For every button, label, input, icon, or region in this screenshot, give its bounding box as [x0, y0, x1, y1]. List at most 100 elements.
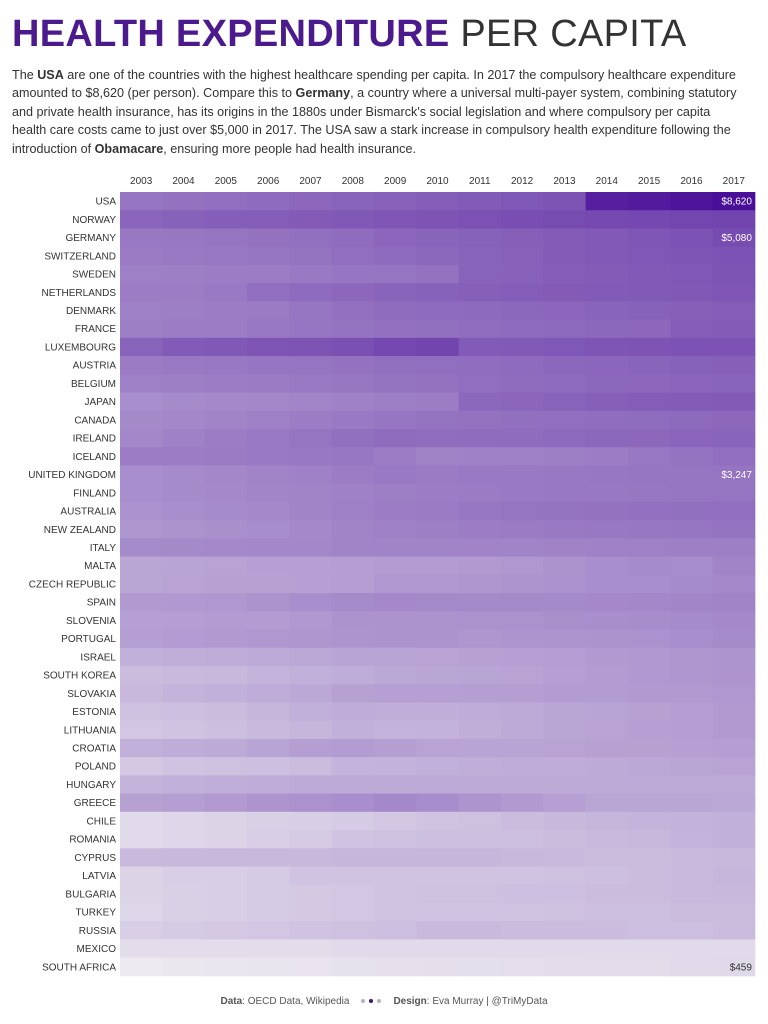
heatmap-cell — [627, 720, 671, 740]
country-label: SLOVENIA — [66, 616, 116, 627]
heatmap-cell — [627, 520, 671, 539]
heatmap-cell — [543, 210, 587, 229]
heatmap-cell — [627, 301, 671, 321]
heatmap-cell — [289, 501, 333, 521]
heatmap-cell — [120, 520, 163, 539]
heatmap-cell — [712, 757, 756, 776]
heatmap-cell — [120, 848, 163, 867]
heatmap-cell — [458, 356, 502, 375]
heatmap-cell — [458, 392, 502, 412]
title-light: PER CAPITA — [460, 13, 687, 55]
heatmap-cell — [246, 246, 290, 266]
heatmap-cell — [331, 501, 375, 521]
heatmap-cell — [627, 811, 671, 831]
heatmap-cell — [543, 283, 587, 302]
country-label: AUSTRIA — [73, 361, 117, 372]
intro-text-2: are one of the countries with the highes… — [12, 68, 736, 101]
heatmap-cell — [458, 793, 502, 813]
heatmap-cell — [331, 793, 375, 813]
heatmap-cell — [543, 483, 587, 503]
heatmap-cell — [670, 720, 714, 740]
heatmap-cell — [246, 447, 290, 466]
heatmap-cell — [416, 283, 460, 302]
heatmap-cell — [585, 811, 629, 831]
heatmap-cell — [289, 465, 333, 485]
heatmap-cell — [458, 210, 502, 229]
heatmap-cell — [246, 520, 290, 539]
heatmap-cell — [712, 374, 756, 393]
heatmap-cell — [416, 301, 460, 321]
heatmap-cell — [120, 629, 163, 649]
heatmap-cell — [543, 410, 587, 430]
heatmap-cell — [162, 319, 206, 339]
heatmap-cell — [120, 192, 163, 211]
year-tick-label: 2004 — [172, 176, 195, 187]
heatmap-cell — [458, 192, 502, 211]
heatmap-cell — [246, 647, 290, 667]
country-label: TURKEY — [75, 908, 116, 919]
heatmap-cell — [416, 775, 460, 794]
heatmap-cell — [162, 538, 206, 557]
heatmap-cell — [373, 392, 417, 412]
heatmap-cell — [585, 939, 629, 959]
heatmap-cell — [627, 684, 671, 703]
heatmap-cell — [331, 283, 375, 302]
heatmap-cell — [289, 720, 333, 740]
heatmap-cell — [458, 957, 502, 977]
heatmap-cell — [162, 264, 206, 284]
heatmap-cell — [162, 884, 206, 904]
heatmap-cell — [120, 228, 163, 248]
heatmap-cell — [500, 264, 544, 284]
heatmap-cell — [331, 319, 375, 339]
country-label: ROMANIA — [69, 835, 116, 846]
heatmap-cell — [458, 811, 502, 831]
heatmap-cell — [458, 738, 502, 758]
heatmap-cell — [712, 410, 756, 430]
heatmap-cell — [162, 465, 206, 485]
heatmap-cell — [543, 574, 587, 594]
heatmap-cell — [204, 356, 248, 375]
heatmap-cell — [289, 757, 333, 776]
year-tick-label: 2013 — [553, 176, 576, 187]
heatmap-cell — [627, 757, 671, 776]
heatmap-cell — [331, 246, 375, 266]
heatmap-cell — [289, 428, 333, 448]
heatmap-cell — [204, 939, 248, 959]
heatmap-cell — [500, 228, 544, 248]
heatmap-cell — [712, 483, 756, 503]
heatmap-cell — [416, 939, 460, 959]
heatmap-cell — [670, 738, 714, 758]
heatmap-cell — [585, 465, 629, 485]
heatmap-cell — [416, 538, 460, 557]
heatmap-cell — [500, 811, 544, 831]
heatmap-cell — [204, 684, 248, 703]
year-tick-label: 2005 — [215, 176, 238, 187]
heatmap-cell — [500, 902, 544, 922]
heatmap-cell — [627, 483, 671, 503]
heatmap-cell — [670, 301, 714, 321]
heatmap-cell — [204, 264, 248, 284]
heatmap-cell — [670, 556, 714, 576]
heatmap-cell — [585, 848, 629, 867]
heatmap-cell — [585, 957, 629, 977]
heatmap-cell — [585, 702, 629, 722]
heatmap-cell — [543, 647, 587, 667]
heatmap-cell — [458, 337, 502, 357]
heatmap-cell — [246, 939, 290, 959]
heatmap-cell — [416, 611, 460, 630]
heatmap-cell — [331, 921, 375, 940]
heatmap-cell — [289, 647, 333, 667]
heatmap-cell — [162, 629, 206, 649]
heatmap-cell — [500, 374, 544, 393]
heatmap-cell — [162, 337, 206, 357]
heatmap-cell — [120, 757, 163, 776]
heatmap-cell — [712, 884, 756, 904]
heatmap-cell — [120, 866, 163, 886]
heatmap-cell — [120, 775, 163, 794]
heatmap-cell — [120, 283, 163, 302]
heatmap-cell — [627, 447, 671, 466]
dot-icon — [377, 999, 382, 1004]
heatmap-cell — [289, 902, 333, 922]
heatmap-cell — [627, 319, 671, 339]
heatmap-cell — [204, 830, 248, 849]
